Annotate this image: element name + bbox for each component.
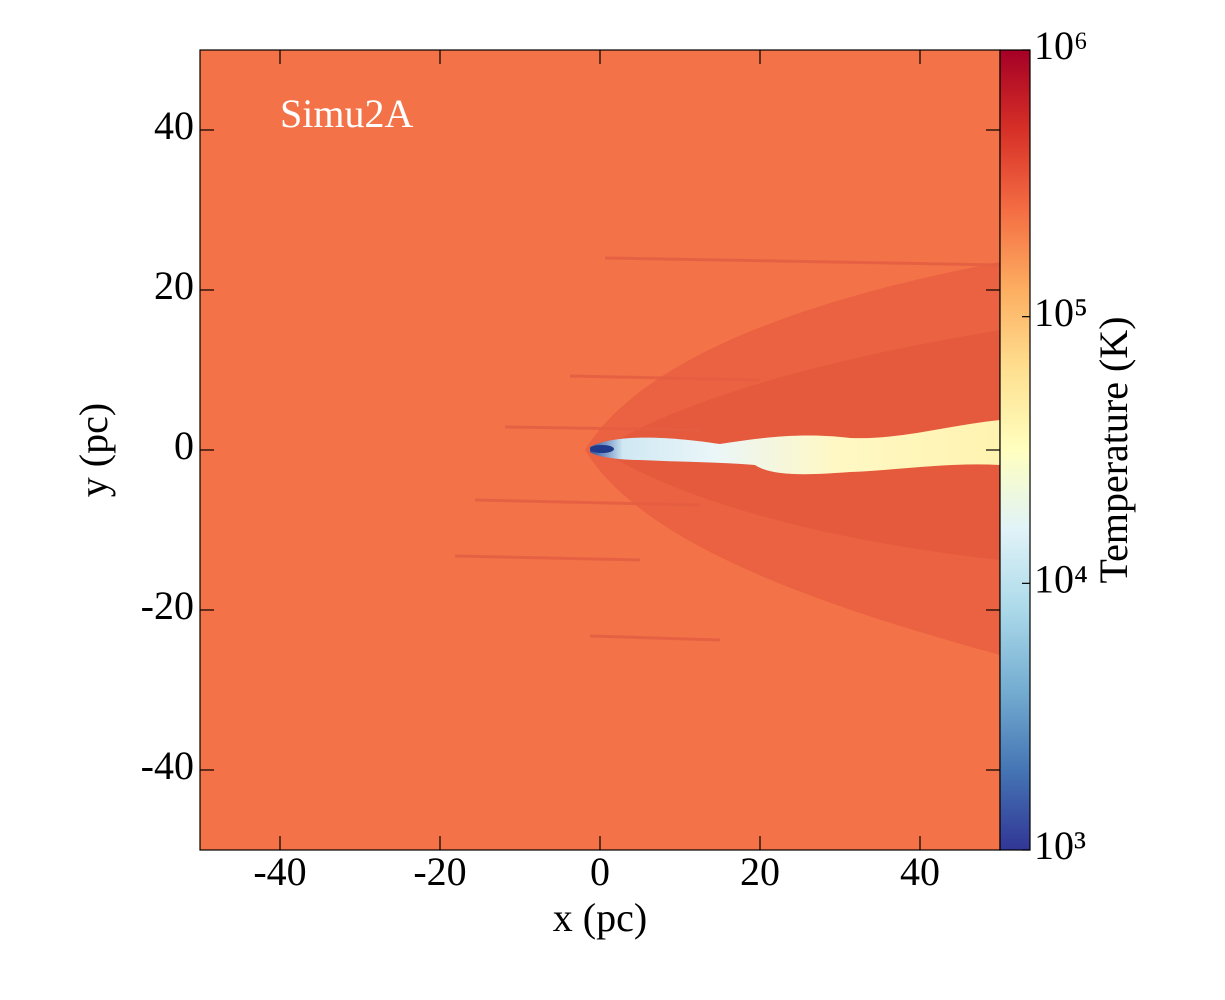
x-tick-label: 40 bbox=[900, 849, 940, 894]
colorbar-tick-label: 10⁶ bbox=[1034, 23, 1088, 68]
colorbar-tick-label: 10⁴ bbox=[1034, 557, 1088, 602]
colorbar-tick-label: 10³ bbox=[1034, 823, 1086, 868]
x-tick-label: 0 bbox=[590, 849, 610, 894]
x-axis-label: x (pc) bbox=[553, 895, 647, 940]
colorbar-tick-label: 10⁵ bbox=[1034, 290, 1088, 335]
colorbar-label: Temperature (K) bbox=[1091, 316, 1136, 583]
temperature-field bbox=[200, 50, 1000, 850]
y-tick-label: -20 bbox=[141, 583, 194, 628]
y-axis-label: y (pc) bbox=[71, 403, 116, 497]
y-tick-label: 0 bbox=[174, 423, 194, 468]
x-tick-label: 20 bbox=[740, 849, 780, 894]
annotation: Simu2A bbox=[280, 91, 413, 136]
x-tick-label: -20 bbox=[413, 849, 466, 894]
x-tick-label: -40 bbox=[253, 849, 306, 894]
colorbar bbox=[999, 49, 1031, 851]
y-tick-label: 40 bbox=[154, 103, 194, 148]
y-tick-label: -40 bbox=[141, 743, 194, 788]
y-tick-label: 20 bbox=[154, 263, 194, 308]
